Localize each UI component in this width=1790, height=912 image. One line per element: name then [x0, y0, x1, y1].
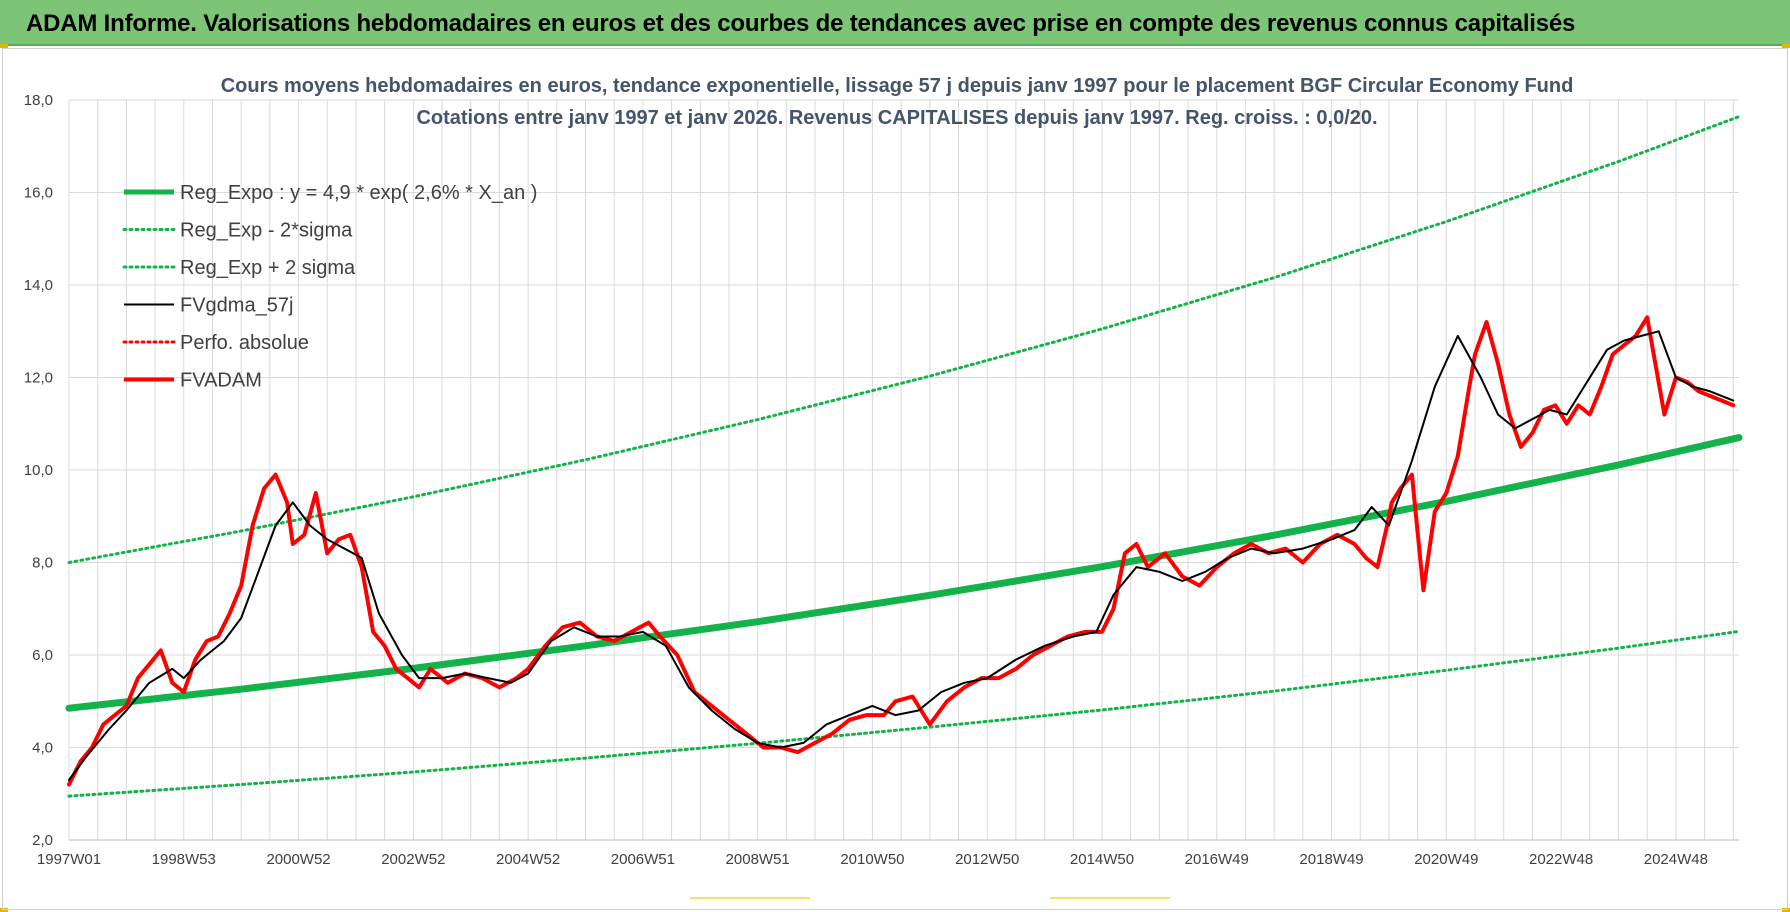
x-tick-label: 2024W48 [1644, 851, 1708, 868]
legend-label: FVADAM [180, 370, 262, 392]
y-tick-label: 6,0 [32, 647, 53, 664]
x-tick-label: 2012W50 [955, 851, 1019, 868]
series-line-3 [68, 330, 1735, 781]
selection-accent [1050, 897, 1170, 899]
x-tick-label: 2008W51 [726, 851, 790, 868]
corner-mark [0, 44, 8, 48]
corner-mark [1782, 44, 1790, 48]
y-tick-label: 18,0 [24, 92, 53, 109]
y-tick-label: 14,0 [24, 277, 53, 294]
series-layer [65, 115, 1743, 798]
report-title: ADAM Informe. Valorisations hebdomadaire… [26, 10, 1576, 37]
series-line-2 [67, 115, 1741, 564]
x-tick-label: 2014W50 [1070, 851, 1134, 868]
report-banner: ADAM Informe. Valorisations hebdomadaire… [0, 0, 1790, 46]
x-tick-label: 1997W01 [37, 851, 101, 868]
series-line-5 [67, 315, 1736, 787]
corner-mark [1782, 908, 1790, 912]
legend-label: Reg_Exp + 2 sigma [180, 257, 356, 279]
y-tick-label: 4,0 [32, 740, 53, 757]
y-tick-label: 12,0 [24, 370, 53, 387]
grid-layer [68, 99, 1739, 841]
x-tick-label: 2022W48 [1529, 851, 1593, 868]
x-tick-label: 2006W51 [611, 851, 675, 868]
x-tick-label: 2016W49 [1185, 851, 1249, 868]
x-tick-label: 1998W53 [152, 851, 216, 868]
x-tick-label: 2020W49 [1414, 851, 1478, 868]
x-tick-label: 2004W52 [496, 851, 560, 868]
chart-frame [2, 48, 1788, 910]
corner-mark [0, 908, 8, 912]
y-tick-label: 10,0 [24, 462, 53, 479]
x-tick-label: 2010W50 [840, 851, 904, 868]
axis-layer: 2,0 4,0 6,0 8,0 10,0 12,0 14,0 16,0 18,0 1997W01 1… [24, 92, 1739, 868]
legend-label: Reg_Expo : y = 4,9 * exp( 2,6% * X_an ) [180, 182, 537, 204]
y-tick-label: 2,0 [32, 832, 53, 849]
y-tick-label: 16,0 [24, 185, 53, 202]
chart-subtitle: Cotations entre janv 1997 et janv 2026. … [416, 107, 1377, 129]
x-tick-label: 2002W52 [381, 851, 445, 868]
legend-label: FVgdma_57j [180, 295, 293, 317]
x-tick-label: 2018W49 [1299, 851, 1363, 868]
series-line-0 [65, 434, 1743, 712]
legend: Reg_Expo : y = 4,9 * exp( 2,6% * X_an ) R… [122, 182, 537, 392]
y-tick-label: 8,0 [32, 555, 53, 572]
legend-label: Reg_Exp - 2*sigma [180, 220, 353, 242]
series-line-1 [67, 629, 1741, 798]
selection-accent [690, 897, 810, 899]
x-tick-label: 2000W52 [266, 851, 330, 868]
legend-label: Perfo. absolue [180, 332, 309, 354]
chart-title: Cours moyens hebdomadaires en euros, ten… [221, 75, 1574, 97]
